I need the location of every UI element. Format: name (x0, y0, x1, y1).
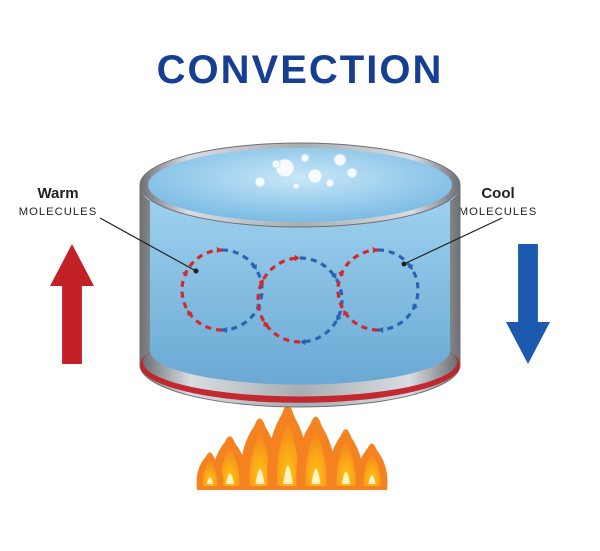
diagram-root: CONVECTION Warm MOLECULES Cool MOLECULES (0, 0, 600, 551)
diagram-svg (0, 0, 600, 551)
leader-dot (402, 262, 407, 267)
water-surface (148, 148, 452, 222)
bubble (326, 179, 334, 187)
bubble (308, 169, 322, 183)
leader-dot (194, 269, 199, 274)
bubble (347, 168, 357, 178)
flames (197, 405, 388, 490)
cool-down-arrow (506, 244, 550, 364)
water-pot (140, 143, 460, 407)
bubble (272, 160, 280, 168)
bubble (301, 154, 309, 162)
bubble (334, 154, 346, 166)
bubble (255, 177, 265, 187)
warm-up-arrow (50, 244, 94, 364)
bubble (293, 183, 299, 189)
